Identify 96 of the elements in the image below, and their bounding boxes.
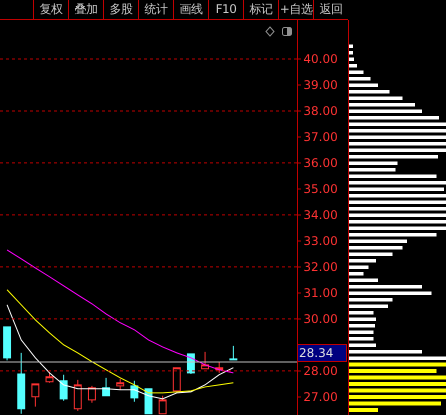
bar (349, 44, 353, 48)
bar (349, 395, 446, 399)
bar (349, 220, 446, 224)
candlestick (60, 374, 68, 402)
y-tick-label: 31.00 (303, 286, 338, 300)
bar (349, 102, 415, 106)
line-series (6, 304, 234, 400)
bar (349, 206, 446, 210)
candlestick (88, 385, 96, 404)
line-series (6, 249, 234, 374)
bar (349, 194, 446, 198)
candlestick (31, 383, 40, 408)
candlestick (17, 352, 26, 414)
bar (349, 408, 378, 412)
text: +自选 (278, 0, 313, 19)
text: 统计 (138, 0, 173, 19)
bar (349, 336, 374, 340)
bar (349, 200, 446, 204)
text: 叠加 (68, 0, 103, 19)
bar (349, 76, 370, 80)
text: 画线 (173, 0, 208, 19)
text: 多股 (103, 0, 138, 19)
bar (349, 310, 374, 314)
text: 返回 (313, 0, 348, 19)
bar (349, 90, 390, 94)
y-tick-label: 33.00 (303, 234, 338, 248)
bar (349, 402, 442, 406)
bar (349, 265, 368, 269)
bar (349, 168, 396, 172)
bar (349, 278, 378, 282)
ref-line-label: 28.34 (299, 346, 334, 360)
bar (349, 330, 374, 334)
candlestick (74, 379, 82, 412)
candlestick (116, 378, 124, 390)
bar (349, 246, 402, 250)
bar (349, 362, 446, 366)
y-tick-label: 28.00 (303, 364, 338, 378)
bar (349, 291, 432, 295)
bar (349, 122, 446, 126)
bar (349, 343, 376, 347)
text: F10 (208, 0, 243, 19)
line-series (6, 289, 234, 394)
bar (349, 187, 444, 191)
text: 复权 (33, 0, 68, 19)
candlestick (172, 367, 181, 392)
bar (349, 252, 393, 256)
bar (349, 317, 376, 321)
y-tick-label: 36.00 (303, 156, 338, 170)
y-tick-label: 35.00 (303, 182, 338, 196)
candlestick (144, 388, 152, 414)
candlestick (3, 326, 12, 361)
bar (349, 324, 376, 328)
y-tick-label: 37.00 (303, 130, 338, 144)
bar (349, 128, 446, 132)
text: 标记 (243, 0, 278, 19)
bar (349, 356, 446, 360)
bar (349, 382, 446, 386)
candlestick (229, 345, 238, 360)
bar (349, 239, 408, 243)
bar (349, 350, 422, 354)
candlestick (130, 380, 138, 402)
bar (349, 304, 388, 308)
candlestick (102, 377, 110, 396)
bar (349, 232, 436, 236)
y-tick-label: 40.00 (303, 52, 338, 66)
bar (349, 272, 364, 276)
bar (349, 57, 354, 61)
bar (349, 376, 446, 380)
bar (349, 298, 393, 302)
y-tick-label: 32.00 (303, 260, 338, 274)
bar (349, 388, 446, 392)
bar (349, 258, 376, 262)
bar (349, 180, 446, 184)
y-tick-label: 38.00 (303, 104, 338, 118)
y-tick-label: 27.00 (303, 390, 338, 404)
bar (349, 213, 446, 217)
bar (349, 369, 436, 373)
y-tick-label: 34.00 (303, 208, 338, 222)
candlestick (46, 372, 54, 384)
bar (349, 64, 357, 68)
bar (349, 70, 364, 74)
bar (349, 174, 436, 178)
bar (349, 50, 353, 54)
bar (349, 109, 422, 113)
bar (349, 154, 438, 158)
bar (349, 96, 402, 100)
bar (349, 83, 378, 87)
bar (349, 226, 446, 230)
y-tick-label: 30.00 (303, 312, 338, 326)
bar (349, 116, 440, 120)
bar (349, 135, 446, 139)
bar (349, 161, 398, 165)
bar (349, 142, 446, 146)
bar (349, 284, 422, 288)
y-tick-label: 39.00 (303, 78, 338, 92)
bar (349, 148, 446, 152)
